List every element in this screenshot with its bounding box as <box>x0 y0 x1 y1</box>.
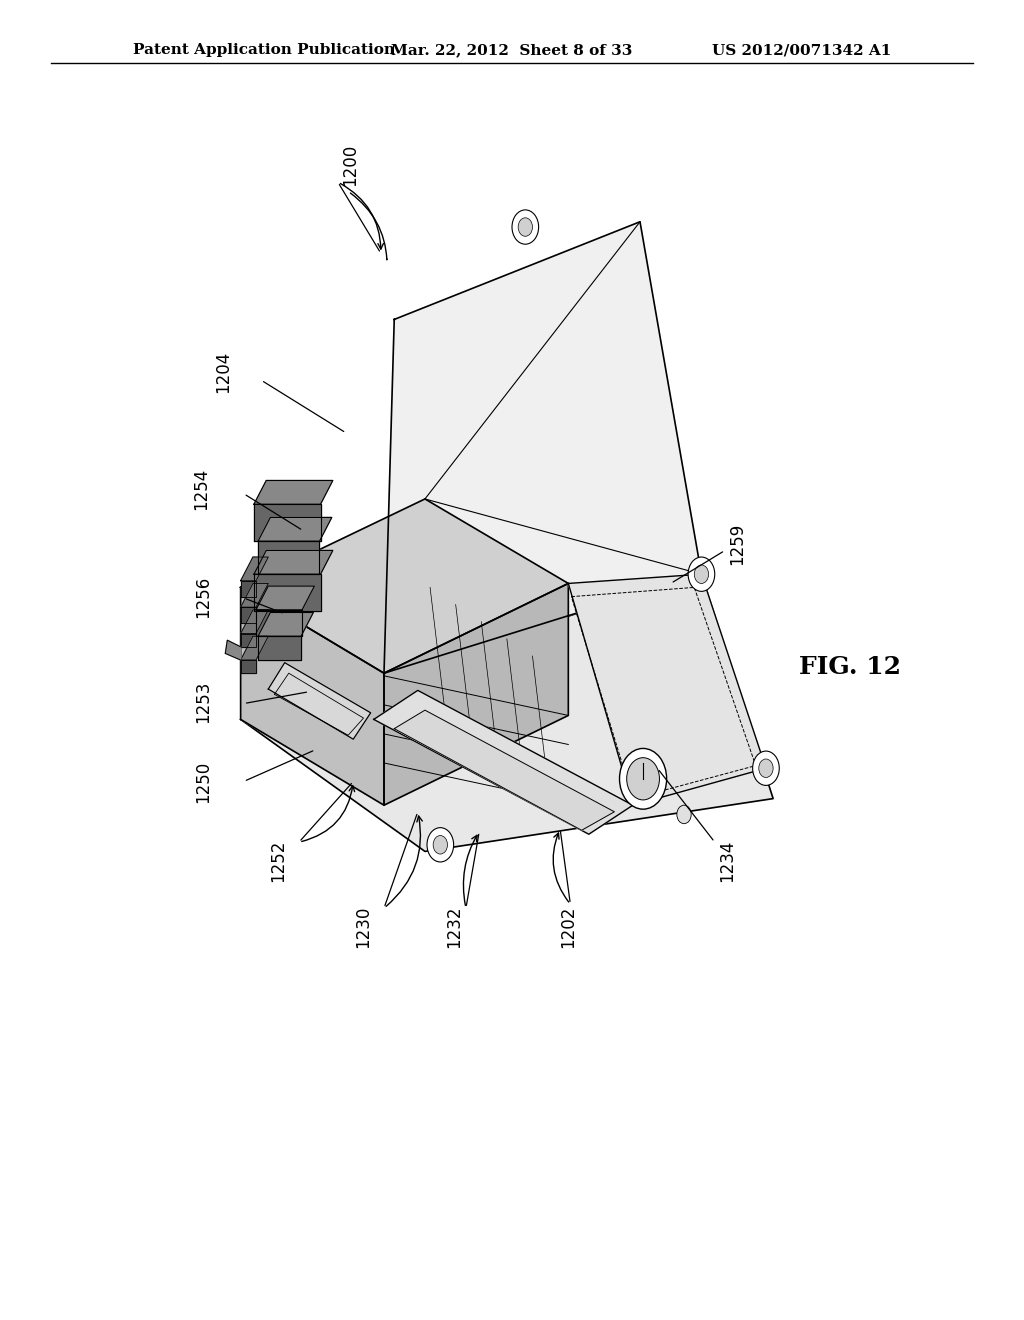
Polygon shape <box>241 636 268 660</box>
Polygon shape <box>374 690 633 834</box>
Circle shape <box>694 565 709 583</box>
Text: 1204: 1204 <box>214 351 232 393</box>
Text: Patent Application Publication: Patent Application Publication <box>133 44 395 57</box>
Text: 1230: 1230 <box>354 906 373 948</box>
Polygon shape <box>258 612 313 636</box>
Polygon shape <box>225 640 241 660</box>
Polygon shape <box>384 583 568 805</box>
Polygon shape <box>241 610 268 634</box>
Text: 1256: 1256 <box>194 576 212 618</box>
Text: 1200: 1200 <box>341 144 359 186</box>
Polygon shape <box>254 574 321 611</box>
Polygon shape <box>241 583 268 607</box>
Polygon shape <box>258 517 332 541</box>
Polygon shape <box>241 499 568 673</box>
Circle shape <box>627 758 659 800</box>
Polygon shape <box>241 574 773 851</box>
Polygon shape <box>256 610 302 636</box>
Polygon shape <box>384 222 701 673</box>
Text: 1254: 1254 <box>191 467 210 510</box>
Circle shape <box>518 218 532 236</box>
Polygon shape <box>254 504 321 541</box>
Polygon shape <box>241 587 384 805</box>
Circle shape <box>512 210 539 244</box>
Polygon shape <box>241 634 256 647</box>
Text: 1234: 1234 <box>718 840 736 882</box>
Circle shape <box>759 759 773 777</box>
Polygon shape <box>241 557 268 581</box>
Polygon shape <box>254 550 333 574</box>
Circle shape <box>433 836 447 854</box>
Polygon shape <box>258 541 319 574</box>
Polygon shape <box>254 480 333 504</box>
Polygon shape <box>394 710 614 830</box>
FancyArrowPatch shape <box>350 193 387 260</box>
Text: 1253: 1253 <box>194 681 212 723</box>
Text: Mar. 22, 2012  Sheet 8 of 33: Mar. 22, 2012 Sheet 8 of 33 <box>391 44 633 57</box>
Polygon shape <box>241 660 256 673</box>
Text: 1252: 1252 <box>269 840 288 882</box>
Text: 1232: 1232 <box>444 906 463 948</box>
Text: US 2012/0071342 A1: US 2012/0071342 A1 <box>712 44 891 57</box>
Polygon shape <box>268 663 371 739</box>
Circle shape <box>427 828 454 862</box>
Circle shape <box>753 751 779 785</box>
Polygon shape <box>256 586 314 610</box>
Text: FIG. 12: FIG. 12 <box>799 655 901 678</box>
Circle shape <box>620 748 667 809</box>
Polygon shape <box>258 636 301 660</box>
Polygon shape <box>568 574 766 805</box>
Polygon shape <box>241 581 256 597</box>
Circle shape <box>677 805 691 824</box>
Text: 1202: 1202 <box>559 906 578 948</box>
Circle shape <box>688 557 715 591</box>
Text: 1259: 1259 <box>728 523 746 565</box>
Polygon shape <box>241 607 256 623</box>
Text: 1250: 1250 <box>194 760 212 803</box>
